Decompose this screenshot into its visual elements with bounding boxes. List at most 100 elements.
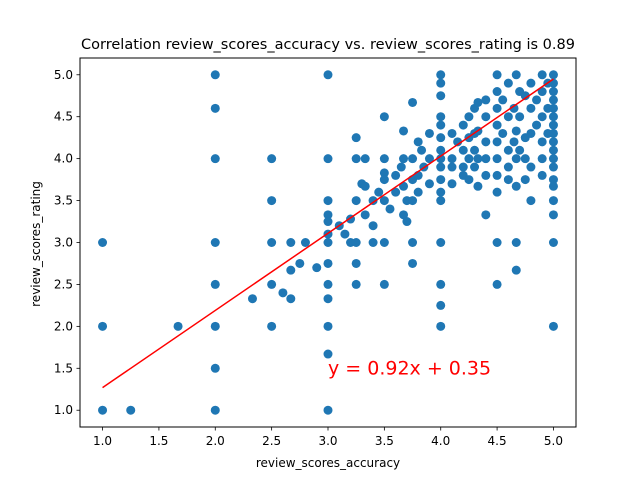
- data-point: [351, 279, 361, 289]
- data-point: [210, 279, 220, 289]
- data-point: [473, 181, 483, 191]
- data-point: [515, 112, 525, 122]
- data-point: [126, 405, 136, 415]
- data-point: [436, 154, 446, 164]
- data-point: [323, 294, 333, 304]
- data-point: [526, 128, 536, 138]
- data-point: [368, 221, 378, 231]
- data-point: [492, 87, 502, 97]
- data-point: [473, 97, 483, 107]
- data-point: [424, 179, 434, 189]
- data-point: [436, 196, 446, 206]
- data-point: [548, 238, 558, 247]
- data-point: [548, 145, 558, 155]
- x-tick-label: 1.5: [149, 434, 168, 448]
- data-point: [537, 170, 547, 180]
- data-point: [548, 321, 558, 331]
- data-point: [323, 238, 333, 247]
- data-point: [286, 265, 296, 275]
- data-point: [447, 128, 457, 138]
- x-tick-label: 3.0: [318, 434, 337, 448]
- data-point: [379, 175, 389, 185]
- data-point: [509, 137, 519, 147]
- data-point: [537, 87, 547, 97]
- data-point: [548, 78, 558, 88]
- data-point: [436, 78, 446, 88]
- data-point: [447, 162, 457, 172]
- data-point: [402, 217, 412, 227]
- y-tick-label: 1.5: [54, 361, 73, 375]
- data-point: [503, 78, 513, 88]
- data-point: [511, 265, 521, 275]
- data-point: [413, 137, 423, 147]
- y-tick-label: 2.5: [54, 277, 73, 291]
- data-point: [515, 145, 525, 155]
- data-point: [417, 145, 427, 155]
- data-point: [503, 175, 513, 185]
- data-point: [492, 120, 502, 130]
- data-point: [351, 133, 361, 143]
- data-point: [473, 154, 483, 164]
- data-point: [379, 112, 389, 122]
- data-point: [548, 120, 558, 130]
- data-point: [360, 154, 370, 164]
- data-point: [464, 175, 474, 185]
- data-point: [548, 181, 558, 191]
- data-point: [492, 238, 502, 247]
- data-point: [368, 238, 378, 247]
- data-point: [548, 137, 558, 147]
- data-point: [453, 137, 463, 147]
- x-tick-label: 2.0: [206, 434, 225, 448]
- data-point: [408, 196, 418, 206]
- data-point: [396, 162, 406, 172]
- data-point: [424, 128, 434, 138]
- data-point: [413, 187, 423, 197]
- data-point: [408, 154, 418, 164]
- data-point: [323, 321, 333, 331]
- y-tick-label: 2.0: [54, 319, 73, 333]
- data-point: [351, 258, 361, 268]
- data-point: [436, 133, 446, 143]
- data-point: [323, 405, 333, 415]
- data-point: [511, 70, 521, 80]
- data-point: [548, 70, 558, 80]
- data-point: [98, 405, 108, 415]
- data-point: [210, 103, 220, 113]
- data-point: [379, 154, 389, 164]
- data-point: [173, 321, 183, 331]
- data-point: [267, 321, 277, 331]
- x-axis-label: review_scores_accuracy: [256, 456, 400, 470]
- data-point: [360, 210, 370, 220]
- data-point: [368, 196, 378, 206]
- data-point: [548, 175, 558, 185]
- data-point: [481, 154, 491, 164]
- data-point: [464, 154, 474, 164]
- data-point: [481, 210, 491, 220]
- data-point: [481, 95, 491, 105]
- data-point: [374, 187, 384, 197]
- data-point: [210, 154, 220, 164]
- data-point: [436, 187, 446, 197]
- data-point: [548, 154, 558, 164]
- x-tick-label: 3.5: [375, 434, 394, 448]
- data-point: [379, 196, 389, 206]
- data-point: [537, 154, 547, 164]
- data-point: [548, 112, 558, 122]
- data-point: [470, 162, 480, 172]
- data-point: [351, 196, 361, 206]
- y-tick-label: 1.0: [54, 403, 73, 417]
- data-point: [385, 204, 395, 214]
- data-point: [511, 126, 521, 136]
- data-point: [526, 162, 536, 172]
- data-point: [548, 128, 558, 138]
- y-tick-label: 4.5: [54, 110, 73, 124]
- data-point: [470, 145, 480, 155]
- data-point: [548, 162, 558, 172]
- data-point: [447, 154, 457, 164]
- data-point: [379, 238, 389, 247]
- data-point: [408, 97, 418, 107]
- data-point: [267, 154, 277, 164]
- y-axis-label: review_scores_rating: [29, 181, 43, 307]
- data-point: [503, 112, 513, 122]
- data-point: [492, 170, 502, 180]
